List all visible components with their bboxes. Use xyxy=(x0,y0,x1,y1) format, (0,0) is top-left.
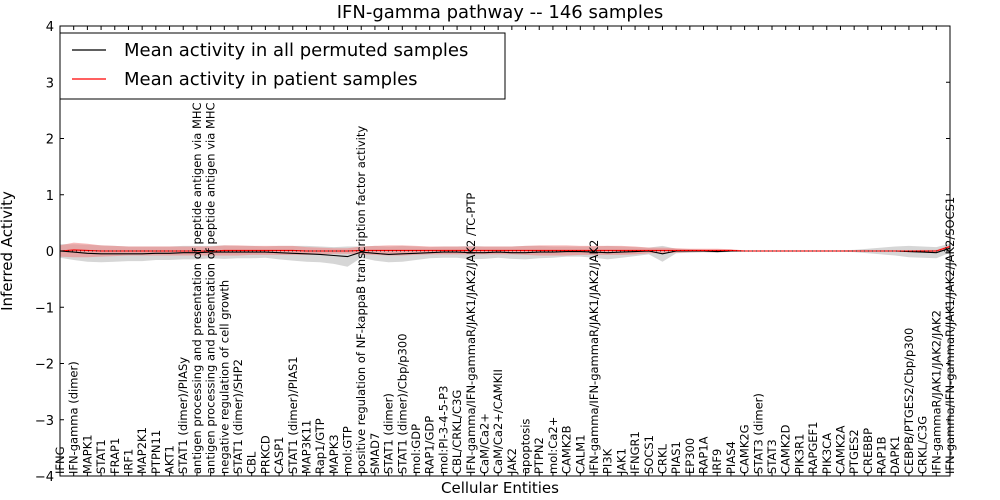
y-tick-label: −2 xyxy=(35,358,54,373)
x-category-label: mol:GDP xyxy=(409,424,423,474)
x-category-label: PRKCD xyxy=(258,435,272,474)
x-category-label: STAT1 (dimer)/Cbp/p300 xyxy=(395,333,409,474)
x-category-label: CRKL/C3G xyxy=(916,416,930,474)
legend-box xyxy=(59,32,506,100)
x-category-label: Rap1/GTP xyxy=(313,418,327,474)
x-category-label: CaM/Ca2+ xyxy=(478,413,492,474)
x-category-label: CBL/CRKL/C3G xyxy=(450,390,464,474)
x-category-label: mol:GTP xyxy=(341,426,355,474)
y-tick-label: −3 xyxy=(35,414,54,429)
x-category-label: PTPN2 xyxy=(532,437,546,474)
x-category-label: JAK2 xyxy=(505,448,519,475)
x-category-label: RAP1B xyxy=(875,436,889,474)
x-category-label: SOCS1 xyxy=(642,435,656,474)
x-category-label: PIK3CA xyxy=(820,433,834,474)
x-category-label: IFNG xyxy=(53,446,67,474)
x-category-label: IFN-gamma (dimer) xyxy=(67,361,81,474)
legend: Mean activity in all permuted samples Me… xyxy=(59,32,506,100)
x-category-label: CAMK2A xyxy=(834,425,848,474)
x-category-label: IFN-gamma/IFN-gammaR/JAK1/JAK2/JAK2/SOCS… xyxy=(943,197,957,474)
x-category-label: RAP1A xyxy=(697,436,711,474)
x-category-label: STAT1 (dimer)/PIASy xyxy=(176,357,190,474)
x-category-label: positive regulation of NF-kappaB transcr… xyxy=(354,126,368,474)
x-category-label: antigen processing and presentation of p… xyxy=(190,63,204,474)
x-category-label: CASP1 xyxy=(272,437,286,474)
x-axis-ticks xyxy=(59,26,951,476)
x-category-label: IRF1 xyxy=(122,449,136,474)
series-lines xyxy=(59,245,951,258)
x-category-label: IFN-gamma/IFN-gammaR/JAK1/JAK2/JAK2 xyxy=(587,240,601,474)
legend-label-patient: Mean activity in patient samples xyxy=(124,69,418,90)
legend-label-permuted: Mean activity in all permuted samples xyxy=(124,40,468,61)
x-category-label: SMAD7 xyxy=(368,433,382,474)
x-category-label: PI3K xyxy=(601,448,615,474)
x-category-label: CBL xyxy=(245,451,259,474)
x-category-label: MAP2K1 xyxy=(135,427,149,474)
x-category-label: negative regulation of cell growth xyxy=(217,280,231,474)
x-category-label: DAPK1 xyxy=(888,436,902,474)
x-category-label: MAP3K11 xyxy=(300,420,314,474)
x-category-label: mol:PI-3-4-5-P3 xyxy=(436,386,450,474)
y-axis-ticks: −4 −3 −2 −1 0 1 2 3 4 xyxy=(35,20,950,485)
x-category-label: AKT1 xyxy=(163,445,177,474)
x-category-label: apoptosis xyxy=(519,419,533,474)
x-category-label: STAT1 xyxy=(94,439,108,474)
x-category-label: CALM1 xyxy=(573,434,587,474)
x-category-label: IFN-gamma/IFN-gammaR/JAK1/JAK2/JAK2 /TC-… xyxy=(464,193,478,474)
x-category-label: IRF9 xyxy=(710,449,724,474)
x-category-label: PTGES2 xyxy=(847,429,861,474)
x-category-label: JAK1 xyxy=(614,448,628,475)
x-axis-label: Cellular Entities xyxy=(441,479,559,497)
x-category-label: IFNGR1 xyxy=(628,431,642,474)
x-category-label: STAT1 (dimer)/PIAS1 xyxy=(286,356,300,474)
x-category-label: CAMK2B xyxy=(560,425,574,474)
y-tick-label: 1 xyxy=(46,189,54,204)
y-tick-label: 2 xyxy=(46,133,54,148)
y-tick-label: −4 xyxy=(35,470,54,485)
y-axis-label: Inferred Activity xyxy=(0,191,16,311)
x-category-label: CREBBP xyxy=(861,428,875,474)
x-category-label: CEBPB/PTGES2/Cbp/p300 xyxy=(902,328,916,474)
x-category-label: FRAP1 xyxy=(108,438,122,474)
y-tick-label: 4 xyxy=(46,20,54,35)
x-category-label: PIK3R1 xyxy=(792,434,806,475)
x-category-label: PIAS4 xyxy=(724,441,738,474)
x-category-label: STAT1 (dimer) xyxy=(382,393,396,474)
x-category-label: MAPK3 xyxy=(327,434,341,474)
x-category-label: CRKL xyxy=(656,443,670,474)
x-category-label: CaM/Ca2+/CAMKII xyxy=(491,369,505,474)
x-category-label: RAP1/GDP xyxy=(423,416,437,474)
x-category-label: RAPGEF1 xyxy=(806,422,820,474)
chart-title: IFN-gamma pathway -- 146 samples xyxy=(337,2,664,23)
x-category-label: CAMK2D xyxy=(779,424,793,474)
y-tick-label: −1 xyxy=(35,301,54,316)
x-category-label: antigen processing and presentation of p… xyxy=(204,60,218,474)
x-category-label: MAPK1 xyxy=(80,434,94,474)
x-category-label: PTPN11 xyxy=(149,430,163,474)
x-category-labels: IFNG IFN-gamma (dimer) MAPK1 STAT1 FRAP1 IRF1… xyxy=(53,60,957,475)
x-category-label: PIAS1 xyxy=(669,441,683,474)
x-category-label: EP300 xyxy=(683,438,697,474)
y-tick-label: 3 xyxy=(46,76,54,91)
y-tick-label: 0 xyxy=(46,245,54,260)
x-category-label: STAT1 (dimer)/SHP2 xyxy=(231,359,245,474)
x-category-label: IFN-gammaR/JAK1/JAK2/JAK2 xyxy=(929,310,943,474)
x-category-label: CAMK2G xyxy=(738,424,752,474)
x-category-label: STAT3 (dimer) xyxy=(751,393,765,474)
x-category-label: STAT3 xyxy=(765,439,779,474)
x-category-label: mol:Ca2+ xyxy=(546,417,560,474)
